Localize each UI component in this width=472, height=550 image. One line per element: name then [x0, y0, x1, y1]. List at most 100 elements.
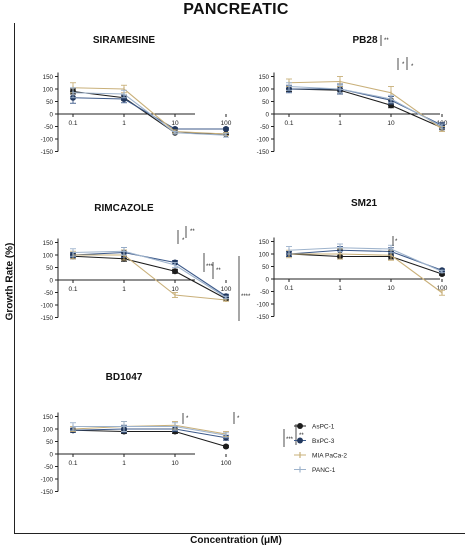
y-tick-label: -100 [257, 302, 270, 309]
x-tick-label: 1 [122, 460, 126, 467]
x-tick-label: 1 [122, 120, 126, 127]
figure-title: PANCREATIC [183, 1, 289, 18]
x-tick-label: 0.1 [68, 120, 77, 127]
series-line-mia-paca-2 [72, 424, 227, 435]
y-tick-label: -150 [41, 489, 54, 496]
x-tick-label: 0.1 [68, 460, 77, 467]
significance-label: * [182, 238, 185, 244]
x-tick-label: 1 [338, 285, 342, 292]
series-line-panc-1 [72, 250, 227, 298]
series-line-mia-paca-2 [73, 254, 227, 301]
legend-label: BxPC-3 [312, 438, 335, 445]
x-tick-label: 10 [387, 285, 395, 292]
significance-label: * [402, 62, 405, 68]
y-tick-label: -100 [41, 477, 54, 484]
y-tick-label: -100 [41, 303, 54, 310]
series-line-panc-1 [72, 92, 227, 136]
y-tick-label: -150 [257, 149, 270, 156]
series-line-bxpc-3 [288, 249, 443, 271]
y-tick-label: 100 [259, 87, 270, 94]
y-tick-label: 100 [43, 87, 54, 94]
legend-label: AsPC-1 [312, 424, 335, 431]
series-line-bxpc-3 [72, 428, 227, 439]
panel-title: RIMCAZOLE [94, 203, 154, 214]
y-tick-label: 50 [46, 265, 53, 272]
y-tick-label: 0 [50, 452, 54, 459]
x-tick-label: 0.1 [68, 286, 77, 293]
y-tick-label: -150 [41, 149, 54, 156]
significance-label: * [237, 416, 240, 422]
series-line-panc-1 [288, 247, 443, 273]
panel-title: BD1047 [106, 372, 143, 383]
y-tick-label: 100 [259, 252, 270, 259]
x-tick-label: 100 [437, 285, 448, 292]
panel-title: SM21 [351, 198, 378, 209]
series-line-aspc-1 [72, 90, 227, 135]
y-tick-label: 50 [46, 99, 53, 106]
series-line-mia-paca-2 [288, 80, 443, 130]
series-line-bxpc-3 [72, 251, 227, 297]
significance-label: ** [384, 38, 389, 44]
y-tick-label: 0 [266, 277, 270, 284]
y-tick-label: 0 [50, 112, 54, 119]
data-point [223, 126, 229, 132]
figure-frame [14, 23, 465, 534]
x-tick-label: 10 [387, 120, 395, 127]
x-tick-label: 1 [338, 120, 342, 127]
y-tick-label: -100 [41, 137, 54, 144]
x-tick-label: 0.1 [284, 120, 293, 127]
legend-label: PANC-1 [312, 467, 336, 474]
y-tick-label: 50 [262, 99, 269, 106]
series-line-mia-paca-2 [72, 87, 227, 135]
y-tick-label: 150 [43, 74, 54, 81]
significance-label: * [411, 64, 414, 70]
y-tick-label: 150 [43, 414, 54, 421]
significance-label: ** [190, 229, 195, 235]
x-tick-label: 100 [221, 120, 232, 127]
legend-marker [297, 423, 303, 429]
x-axis-label: Concentration (μM) [190, 535, 282, 546]
x-tick-label: 1 [122, 286, 126, 293]
x-tick-label: 100 [221, 460, 232, 467]
y-tick-label: -50 [44, 290, 54, 297]
y-tick-label: 0 [50, 278, 54, 285]
series-line-aspc-1 [288, 253, 443, 275]
y-tick-label: 0 [266, 112, 270, 119]
x-tick-label: 10 [171, 460, 179, 467]
series-line-panc-1 [73, 425, 227, 436]
y-tick-label: -50 [260, 289, 270, 296]
significance-label: **** [241, 294, 251, 300]
legend: AsPC-1 BxPC-3 MIA PaCa-2 PANC-1 [294, 423, 347, 474]
legend-marker [297, 437, 303, 444]
series-line-mia-paca-2 [289, 253, 443, 294]
significance-label: *** [286, 437, 294, 443]
y-tick-label: 100 [43, 253, 54, 260]
significance-label: * [186, 416, 189, 422]
y-tick-label: 50 [262, 264, 269, 271]
chart-panel-0: SIRAMESINE 150 100 50 0 -50 -100 -150 0.1 1 10 100 [41, 35, 232, 156]
significance-label: ** [216, 268, 221, 274]
series-line-panc-1 [288, 85, 443, 127]
significance-label: ** [299, 433, 304, 439]
y-tick-label: -150 [257, 314, 270, 321]
y-tick-label: -50 [44, 464, 54, 471]
panel-title: PB28 [352, 35, 377, 46]
significance-label: *** [206, 264, 214, 270]
y-tick-label: 50 [46, 439, 53, 446]
y-tick-label: 150 [259, 74, 270, 81]
x-tick-label: 10 [171, 286, 179, 293]
panel-title: SIRAMESINE [93, 35, 156, 46]
x-tick-label: 10 [171, 120, 179, 127]
y-tick-label: -150 [41, 315, 54, 322]
series-line-aspc-1 [72, 429, 227, 448]
x-tick-label: 0.1 [284, 285, 293, 292]
series-line-aspc-1 [72, 255, 227, 300]
legend-label: MIA PaCa-2 [312, 453, 347, 460]
y-tick-label: -50 [260, 124, 270, 131]
y-tick-label: 150 [259, 239, 270, 246]
